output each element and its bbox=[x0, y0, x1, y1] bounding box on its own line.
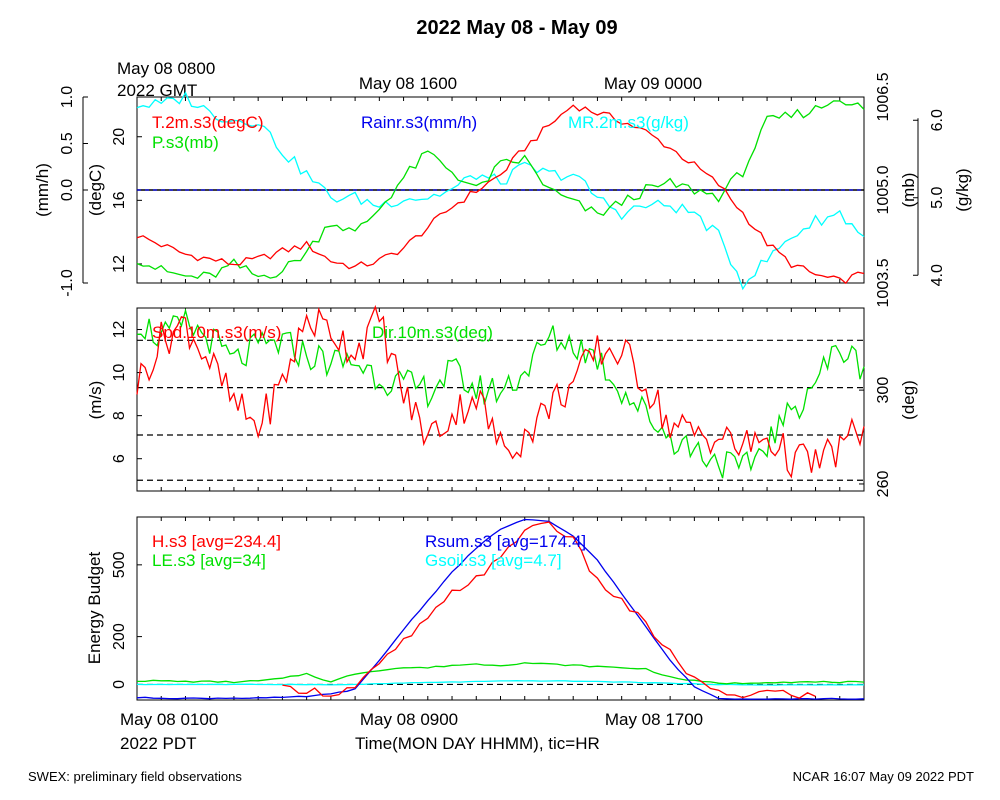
pres-tick-label: 1003.5 bbox=[875, 258, 892, 307]
panel-temperature-pressure-mixing-ratio: -1.0 0.0 0.5 1.0 (mm/h) 12 16 20 (degC) 1003.5 100… bbox=[33, 72, 972, 307]
series-line-pressure bbox=[136, 100, 865, 279]
mr-tick-label: 6.0 bbox=[929, 109, 946, 131]
legend-temperature: T.2m.s3(degC) bbox=[152, 113, 263, 132]
spd-axis-label: (m/s) bbox=[86, 381, 105, 420]
rain-tick-label: 0.0 bbox=[59, 179, 76, 201]
dir-tick-label: 300 bbox=[875, 377, 892, 404]
ebudget-tick-label: 500 bbox=[111, 551, 128, 578]
series-line-direction bbox=[136, 308, 865, 479]
dir-axis-label: (deg) bbox=[899, 380, 918, 420]
spd-tick-label: 6 bbox=[111, 454, 128, 463]
bottom-time-start-line2: 2022 PDT bbox=[120, 734, 197, 753]
legend-mr: MR.2m.s3(g/kg) bbox=[568, 113, 689, 132]
legend-rsum: Rsum.s3 [avg=174.4] bbox=[425, 532, 586, 551]
rain-axis-label: (mm/h) bbox=[33, 163, 52, 217]
panel-wind-speed-direction: 6 8 10 12 (m/s) 260 300 (deg) Spd.10m.s3(m/s) Dir… bbox=[86, 304, 918, 498]
spd-tick-label: 10 bbox=[111, 364, 128, 382]
x-axis-title: Time(MON DAY HHMM), tic=HR bbox=[355, 734, 600, 753]
spd-tick-label: 12 bbox=[111, 321, 128, 339]
legend-rain: Rainr.s3(mm/h) bbox=[361, 113, 477, 132]
series-line-mr bbox=[136, 91, 865, 291]
pres-tick-label: 1005.0 bbox=[875, 165, 892, 214]
ebudget-tick-label: 0 bbox=[111, 680, 128, 689]
series-line-h bbox=[282, 521, 816, 699]
series-line-speed bbox=[136, 304, 865, 479]
mr-axis-label: (g/kg) bbox=[953, 168, 972, 211]
top-time-end: May 09 0000 bbox=[604, 74, 702, 93]
rain-tick-label: 0.5 bbox=[59, 132, 76, 154]
series-line-gsoil bbox=[136, 680, 865, 686]
ebudget-tick-label: 200 bbox=[111, 623, 128, 650]
top-time-start-line1: May 08 0800 bbox=[117, 59, 215, 78]
temp-axis-label: (degC) bbox=[86, 164, 105, 216]
dir-tick-label: 260 bbox=[875, 471, 892, 498]
ebudget-axis-label: Energy Budget bbox=[85, 551, 104, 664]
mr-tick-label: 5.0 bbox=[929, 187, 946, 209]
temp-tick-label: 12 bbox=[111, 255, 128, 273]
rain-tick-label: -1.0 bbox=[59, 269, 76, 297]
top-time-mid: May 08 1600 bbox=[359, 74, 457, 93]
footer-right: NCAR 16:07 May 09 2022 PDT bbox=[793, 769, 974, 784]
legend-direction: Dir.10m.s3(deg) bbox=[372, 323, 493, 342]
legend-h: H.s3 [avg=234.4] bbox=[152, 532, 281, 551]
temp-tick-label: 20 bbox=[111, 128, 128, 146]
bottom-time-mid: May 08 0900 bbox=[360, 710, 458, 729]
legend-speed: Spd.10m.s3(m/s) bbox=[152, 323, 281, 342]
spd-tick-label: 8 bbox=[111, 411, 128, 420]
series-line-le bbox=[137, 662, 865, 685]
series-line-rsum bbox=[136, 518, 865, 700]
series-line-temperature bbox=[136, 104, 865, 285]
footer-left: SWEX: preliminary field observations bbox=[28, 769, 242, 784]
top-time-start-line2: 2022 GMT bbox=[117, 81, 197, 100]
rain-tick-label: 1.0 bbox=[59, 86, 76, 108]
temp-tick-label: 16 bbox=[111, 191, 128, 209]
legend-gsoil: Gsoil.s3 [avg=4.7] bbox=[425, 551, 562, 570]
legend-le: LE.s3 [avg=34] bbox=[152, 551, 266, 570]
pres-axis-label: (mb) bbox=[899, 173, 918, 208]
pres-tick-label: 1006.5 bbox=[875, 72, 892, 121]
legend-pressure: P.s3(mb) bbox=[152, 133, 219, 152]
panel-energy-budget: 0 200 500 Energy Budget H.s3 [avg=234.4]LE.s… bbox=[85, 516, 865, 701]
bottom-time-start-line1: May 08 0100 bbox=[120, 710, 218, 729]
bottom-time-end: May 08 1700 bbox=[605, 710, 703, 729]
figure-title: 2022 May 08 - May 09 bbox=[416, 17, 617, 39]
mr-tick-label: 4.0 bbox=[929, 264, 946, 286]
